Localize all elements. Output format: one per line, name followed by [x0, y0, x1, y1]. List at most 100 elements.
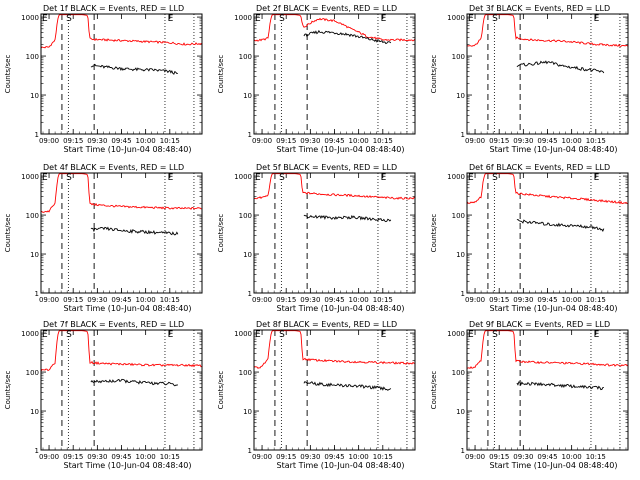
x-tick-label: 09:45 — [537, 137, 557, 145]
detector-panel-9: Det 9f BLACK = Events, RED = LLD Counts/s… — [430, 320, 629, 470]
x-tick-label: 10:15 — [373, 296, 393, 304]
detector-panel-4: Det 4f BLACK = Events, RED = LLD Counts/s… — [4, 163, 203, 313]
y-tick-label: 1000 — [21, 14, 39, 22]
x-tick-label: 10:00 — [562, 296, 582, 304]
x-tick-label: 10:00 — [349, 453, 369, 461]
x-tick-label: 09:15 — [276, 137, 296, 145]
y-tick-label: 100 — [26, 369, 39, 377]
plot-frame — [466, 329, 629, 451]
top-marker-s: S — [279, 14, 285, 24]
x-tick-label: 09:30 — [87, 453, 107, 461]
y-tick-label: 10 — [30, 408, 39, 416]
x-tick-label: 09:15 — [489, 296, 509, 304]
y-tick-label: 10 — [243, 408, 252, 416]
x-tick-label: 09:00 — [252, 296, 272, 304]
y-tick-label: 100 — [239, 212, 252, 220]
x-tick-label: 10:00 — [349, 137, 369, 145]
x-tick-label: 09:30 — [87, 296, 107, 304]
top-marker-e: E — [42, 173, 48, 183]
y-tick-label: 100 — [26, 212, 39, 220]
x-tick-label: 10:15 — [586, 137, 606, 145]
x-tick-label: 09:30 — [300, 296, 320, 304]
lld-series-line — [40, 173, 203, 213]
plot-frame — [40, 172, 203, 294]
x-tick-label: 09:00 — [465, 137, 485, 145]
top-marker-e: E — [594, 330, 600, 340]
x-tick-label: 10:00 — [136, 296, 156, 304]
plot-frame — [466, 13, 629, 135]
top-marker-e: E — [42, 330, 48, 340]
y-tick-label: 1 — [35, 447, 39, 455]
top-marker-e: E — [468, 14, 474, 24]
y-axis-label: Counts/sec — [217, 214, 225, 253]
y-tick-label: 1000 — [447, 330, 465, 338]
x-tick-label: 09:15 — [276, 296, 296, 304]
y-axis-label: Counts/sec — [4, 371, 12, 410]
y-tick-label: 100 — [452, 53, 465, 61]
x-tick-label: 10:15 — [373, 137, 393, 145]
lld-series-line — [253, 330, 416, 369]
y-tick-label: 100 — [239, 53, 252, 61]
y-tick-label: 1 — [35, 131, 39, 139]
lld-series-line — [466, 173, 629, 205]
top-marker-e: E — [381, 330, 387, 340]
x-tick-label: 09:00 — [39, 453, 59, 461]
y-tick-label: 1000 — [234, 330, 252, 338]
x-tick-label: 10:00 — [562, 453, 582, 461]
x-tick-label: 09:45 — [324, 296, 344, 304]
y-tick-label: 10 — [243, 251, 252, 259]
events-series-line — [90, 63, 178, 75]
x-axis-label: Start Time (10-Jun-04 08:48:40) — [64, 304, 192, 313]
x-tick-label: 09:00 — [39, 296, 59, 304]
plot-frame — [253, 172, 416, 294]
x-axis-label: Start Time (10-Jun-04 08:48:40) — [490, 461, 618, 470]
y-axis-label: Counts/sec — [430, 371, 438, 410]
y-tick-label: 1000 — [447, 173, 465, 181]
x-tick-label: 09:00 — [465, 453, 485, 461]
x-axis-label: Start Time (10-Jun-04 08:48:40) — [277, 461, 405, 470]
x-axis-label: Start Time (10-Jun-04 08:48:40) — [277, 304, 405, 313]
events-series-line — [303, 29, 392, 45]
x-tick-label: 09:45 — [537, 453, 557, 461]
top-marker-s: S — [279, 173, 285, 183]
x-tick-label: 09:30 — [513, 296, 533, 304]
panel-title: Det 8f BLACK = Events, RED = LLD — [256, 320, 397, 329]
panel-title: Det 1f BLACK = Events, RED = LLD — [43, 4, 184, 13]
top-marker-e: E — [168, 173, 174, 183]
top-marker-s: S — [492, 173, 498, 183]
y-tick-label: 1 — [35, 290, 39, 298]
x-tick-label: 10:15 — [586, 296, 606, 304]
y-tick-label: 100 — [452, 212, 465, 220]
y-axis-label: Counts/sec — [217, 55, 225, 94]
top-marker-e: E — [594, 173, 600, 183]
panel-title: Det 3f BLACK = Events, RED = LLD — [469, 4, 610, 13]
top-marker-e: E — [168, 14, 174, 24]
lld-series-line — [466, 330, 629, 370]
events-series-line — [90, 226, 179, 236]
top-marker-s: S — [279, 330, 285, 340]
x-tick-label: 09:45 — [111, 137, 131, 145]
detector-panel-7: Det 7f BLACK = Events, RED = LLD Counts/s… — [4, 320, 203, 470]
x-tick-label: 09:30 — [513, 453, 533, 461]
top-marker-e: E — [468, 330, 474, 340]
events-series-line — [516, 218, 605, 233]
x-axis-label: Start Time (10-Jun-04 08:48:40) — [277, 145, 405, 154]
x-tick-label: 09:45 — [324, 453, 344, 461]
x-tick-label: 09:15 — [276, 453, 296, 461]
top-marker-e: E — [42, 14, 48, 24]
top-marker-e: E — [168, 330, 174, 340]
lld-series-line — [40, 14, 203, 49]
top-marker-s: S — [66, 14, 72, 24]
y-tick-label: 1 — [461, 290, 465, 298]
x-tick-label: 09:45 — [324, 137, 344, 145]
events-series-line — [516, 60, 605, 74]
y-tick-label: 10 — [456, 408, 465, 416]
top-marker-e: E — [255, 173, 261, 183]
top-marker-s: S — [492, 14, 498, 24]
y-tick-label: 100 — [26, 53, 39, 61]
lld-series-line — [40, 330, 203, 372]
x-tick-label: 09:15 — [63, 453, 83, 461]
top-marker-s: S — [492, 330, 498, 340]
panel-title: Det 2f BLACK = Events, RED = LLD — [256, 4, 397, 13]
